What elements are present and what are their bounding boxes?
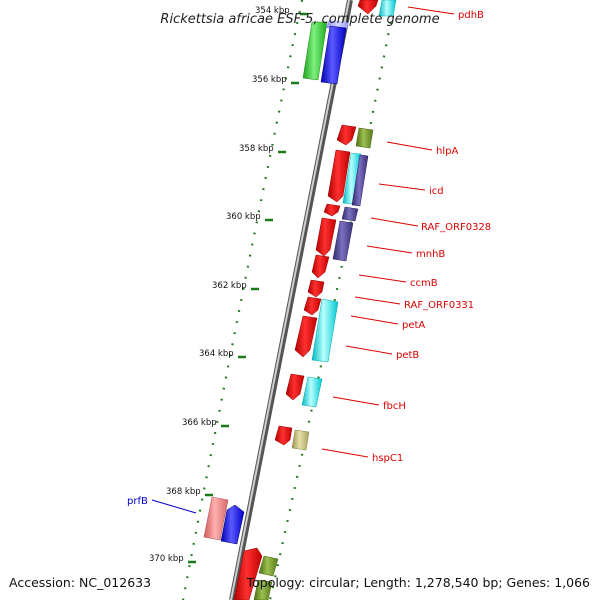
leader-line — [366, 245, 413, 254]
feature-arrow — [315, 217, 337, 257]
gene-label-hspC1: hspC1 — [372, 453, 403, 464]
feature-block — [301, 376, 323, 408]
tick-label: 362 kbp — [212, 281, 247, 291]
feature-block — [203, 496, 229, 541]
feature-arrow — [220, 504, 245, 545]
feature-block — [355, 127, 374, 149]
feature-arrow — [311, 254, 330, 279]
gene-label-pdhB: pdhB — [458, 10, 484, 21]
accession-text: Accession: NC_012633 — [9, 575, 151, 590]
leader-line — [358, 274, 407, 283]
gene-label-icd: icd — [429, 186, 444, 197]
feature-block — [311, 298, 339, 363]
feature-arrow — [274, 425, 293, 446]
tick-label: 360 kbp — [226, 212, 261, 222]
gene-label-ccmB: ccmB — [410, 278, 438, 289]
map-title: Rickettsia africae ESF-5, complete genom… — [160, 12, 439, 27]
leader-line — [407, 6, 455, 15]
features — [203, 0, 397, 600]
gene-label-prfB: prfB — [127, 496, 148, 507]
leader-line — [151, 499, 197, 514]
feature-arrow — [303, 296, 322, 316]
feature-block — [291, 429, 310, 451]
feature-arrow — [323, 203, 341, 217]
leader-line — [378, 183, 426, 191]
tick-label: 364 kbp — [199, 349, 234, 359]
feature-arrow — [357, 0, 379, 15]
feature-block — [302, 21, 328, 81]
leader-line — [386, 141, 433, 151]
leader-line — [345, 345, 393, 355]
feature-block — [253, 579, 273, 600]
tick-label: 370 kbp — [149, 554, 184, 564]
tick-label: 366 kbp — [182, 418, 217, 428]
leader-line — [350, 315, 399, 325]
feature-block — [320, 25, 347, 85]
tick-marks — [188, 12, 308, 564]
tick-labels: 354 kbp 356 kbp 358 kbp 360 kbp 362 kbp … — [149, 6, 290, 564]
gene-label-petA: petA — [402, 320, 425, 331]
feature-arrow — [285, 373, 305, 401]
genome-backbone-highlight — [230, 0, 350, 600]
gene-labels: pdhB hlpA icd RAF_ORF0328 mnhB ccmB RAF_… — [127, 10, 491, 507]
genome-summary-text: Topology: circular; Length: 1,278,540 bp… — [246, 575, 590, 590]
leader-line — [370, 217, 419, 227]
feature-block — [378, 0, 397, 17]
leader-line — [354, 296, 401, 305]
label-leaders — [151, 6, 455, 514]
gene-label-fbcH: fbcH — [383, 401, 406, 412]
feature-arrow — [294, 315, 318, 358]
feature-arrow — [327, 149, 351, 203]
feature-block — [351, 154, 369, 207]
feature-arrow — [233, 547, 263, 600]
feature-block — [332, 220, 354, 262]
feature-arrow — [336, 124, 357, 146]
tick-label: 354 kbp — [255, 6, 290, 16]
gene-label-RAF_ORF0328: RAF_ORF0328 — [421, 222, 491, 233]
tick-label: 358 kbp — [239, 144, 274, 154]
gene-label-hlpA: hlpA — [436, 146, 458, 157]
leader-line — [321, 448, 369, 458]
feature-arrow — [307, 279, 325, 298]
feature-block — [341, 206, 359, 222]
gene-label-petB: petB — [396, 350, 419, 361]
feature-block — [258, 555, 279, 577]
gene-label-RAF_ORF0331: RAF_ORF0331 — [404, 300, 474, 311]
tick-label: 368 kbp — [166, 487, 201, 497]
leader-line — [332, 396, 380, 406]
tick-label: 356 kbp — [252, 75, 287, 85]
inner-track — [181, 0, 304, 600]
gene-label-mnhB: mnhB — [416, 249, 445, 260]
